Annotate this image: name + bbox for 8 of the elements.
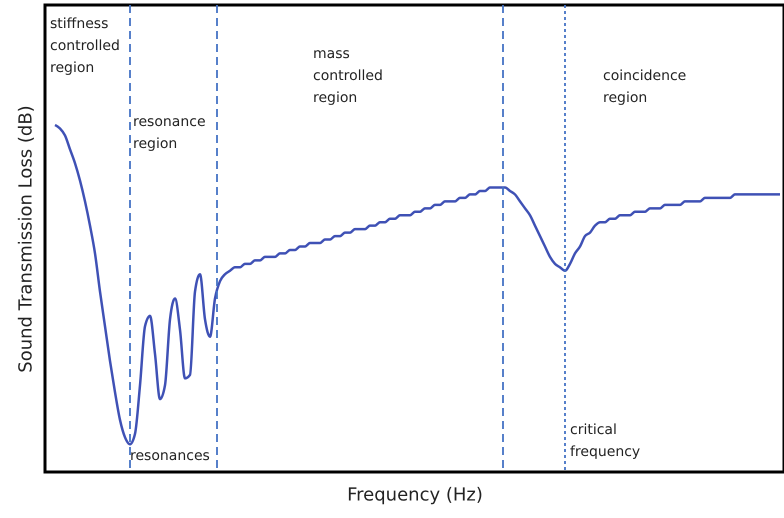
- annotation: resonances: [130, 448, 210, 464]
- text: mass controlled region: [313, 46, 383, 106]
- text: stiffness controlled region: [50, 16, 120, 76]
- annotation: resonance region: [133, 114, 206, 152]
- y-axis-title: Sound Transmission Loss (dB): [16, 105, 36, 373]
- x-axis-title: Frequency (Hz): [347, 484, 483, 506]
- annotation: critical frequency: [570, 422, 640, 460]
- text: coincidence region: [603, 68, 686, 106]
